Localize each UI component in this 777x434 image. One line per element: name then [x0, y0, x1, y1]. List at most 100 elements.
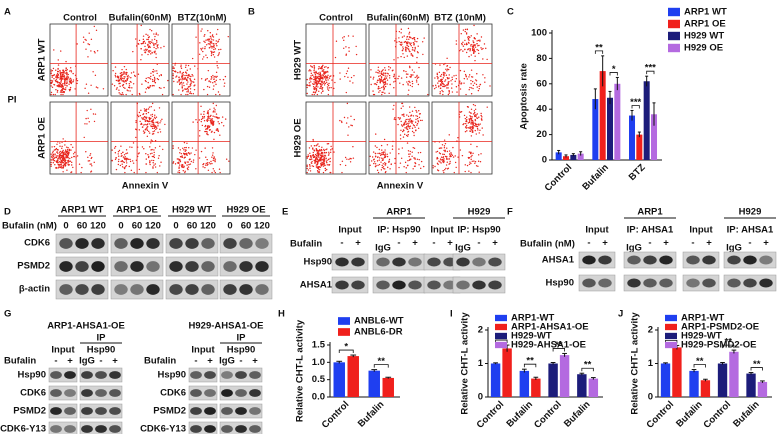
flow-event	[55, 89, 57, 91]
flow-event	[60, 79, 63, 82]
flow-event	[145, 77, 147, 80]
flow-event	[52, 161, 54, 164]
flow-event	[402, 105, 404, 107]
flow-event	[480, 118, 483, 121]
legend-label: ARP1-WT	[511, 313, 554, 324]
flow-event	[147, 53, 149, 56]
flow-event	[317, 168, 320, 170]
flow-event	[411, 85, 413, 88]
flow-event	[472, 131, 474, 133]
flow-event	[308, 82, 311, 84]
flow-event	[209, 41, 212, 44]
flow-event	[117, 155, 120, 157]
flow-event	[62, 93, 64, 96]
flow-event	[153, 164, 155, 166]
flow-event	[384, 85, 387, 88]
flow-event	[476, 127, 479, 130]
flow-event	[57, 162, 59, 164]
flow-event	[124, 87, 126, 90]
flow-event	[148, 130, 150, 133]
flow-event	[416, 61, 418, 63]
flow-event	[195, 149, 197, 151]
flow-event	[150, 139, 153, 141]
flow-event	[416, 117, 419, 120]
blot-band	[204, 407, 216, 415]
flow-event	[315, 88, 318, 90]
flow-event	[410, 74, 412, 76]
flow-event	[88, 160, 91, 162]
flow-event	[450, 152, 452, 154]
flow-event	[315, 154, 318, 157]
flow-event	[145, 49, 147, 52]
flow-event	[312, 151, 314, 154]
flow-event	[404, 133, 406, 136]
flow-event	[444, 155, 447, 158]
flow-event	[405, 118, 407, 121]
flow-event	[61, 73, 64, 76]
flow-event	[319, 72, 322, 75]
flow-event	[378, 79, 380, 82]
flow-event	[195, 168, 197, 170]
flow-event	[179, 78, 181, 80]
flow-event	[327, 93, 330, 96]
bar	[577, 153, 584, 160]
flow-event	[446, 76, 449, 79]
flow-event	[147, 156, 150, 159]
flow-event	[407, 27, 410, 30]
flow-event	[320, 163, 323, 165]
flow-event	[415, 79, 418, 81]
y-tick-label: 60	[536, 78, 547, 89]
flow-event	[188, 153, 191, 155]
legend-swatch	[665, 332, 677, 340]
flow-event	[406, 142, 409, 144]
flow-event	[120, 145, 122, 147]
flow-event	[186, 154, 188, 156]
flow-event	[210, 114, 212, 117]
flow-event	[172, 74, 174, 77]
bar	[643, 81, 650, 160]
flow-event	[466, 164, 469, 167]
flow-event	[436, 156, 438, 159]
flow-event	[72, 166, 74, 169]
input-label: Input	[51, 345, 75, 356]
flow-event	[377, 72, 379, 74]
flow-event	[59, 163, 61, 166]
treatment-label: Bufalin	[290, 239, 322, 250]
blot-band	[488, 280, 502, 290]
flow-event	[442, 170, 444, 172]
flow-event	[323, 66, 326, 68]
flow-event	[62, 90, 65, 93]
flow-event	[102, 88, 105, 90]
blot-band	[223, 238, 237, 249]
flow-event	[131, 87, 133, 89]
flow-event	[122, 151, 124, 154]
flow-event	[135, 38, 137, 40]
flow-event	[61, 89, 64, 92]
flow-event	[181, 87, 183, 89]
flow-event	[384, 155, 386, 157]
flow-event	[189, 91, 192, 93]
flow-event	[311, 158, 313, 160]
flow-event	[59, 73, 62, 75]
flow-event	[407, 73, 409, 75]
flow-event	[215, 43, 217, 45]
flow-event	[327, 84, 330, 87]
flow-event	[393, 87, 395, 89]
flow-event	[125, 68, 127, 71]
row-label: Hsp90	[545, 278, 574, 289]
flow-event	[416, 76, 418, 78]
flow-event	[177, 147, 180, 149]
flow-event	[126, 162, 128, 164]
flow-event	[178, 83, 181, 86]
flow-event	[407, 45, 410, 48]
flow-event	[481, 127, 483, 129]
flow-event	[393, 75, 395, 77]
flow-event	[439, 147, 442, 149]
flow-event	[124, 76, 126, 78]
significance-label: **	[555, 340, 563, 351]
flow-event	[470, 79, 472, 82]
flow-event	[396, 41, 398, 43]
flow-event	[478, 116, 480, 118]
flow-event	[64, 159, 67, 162]
flow-event	[459, 82, 461, 84]
